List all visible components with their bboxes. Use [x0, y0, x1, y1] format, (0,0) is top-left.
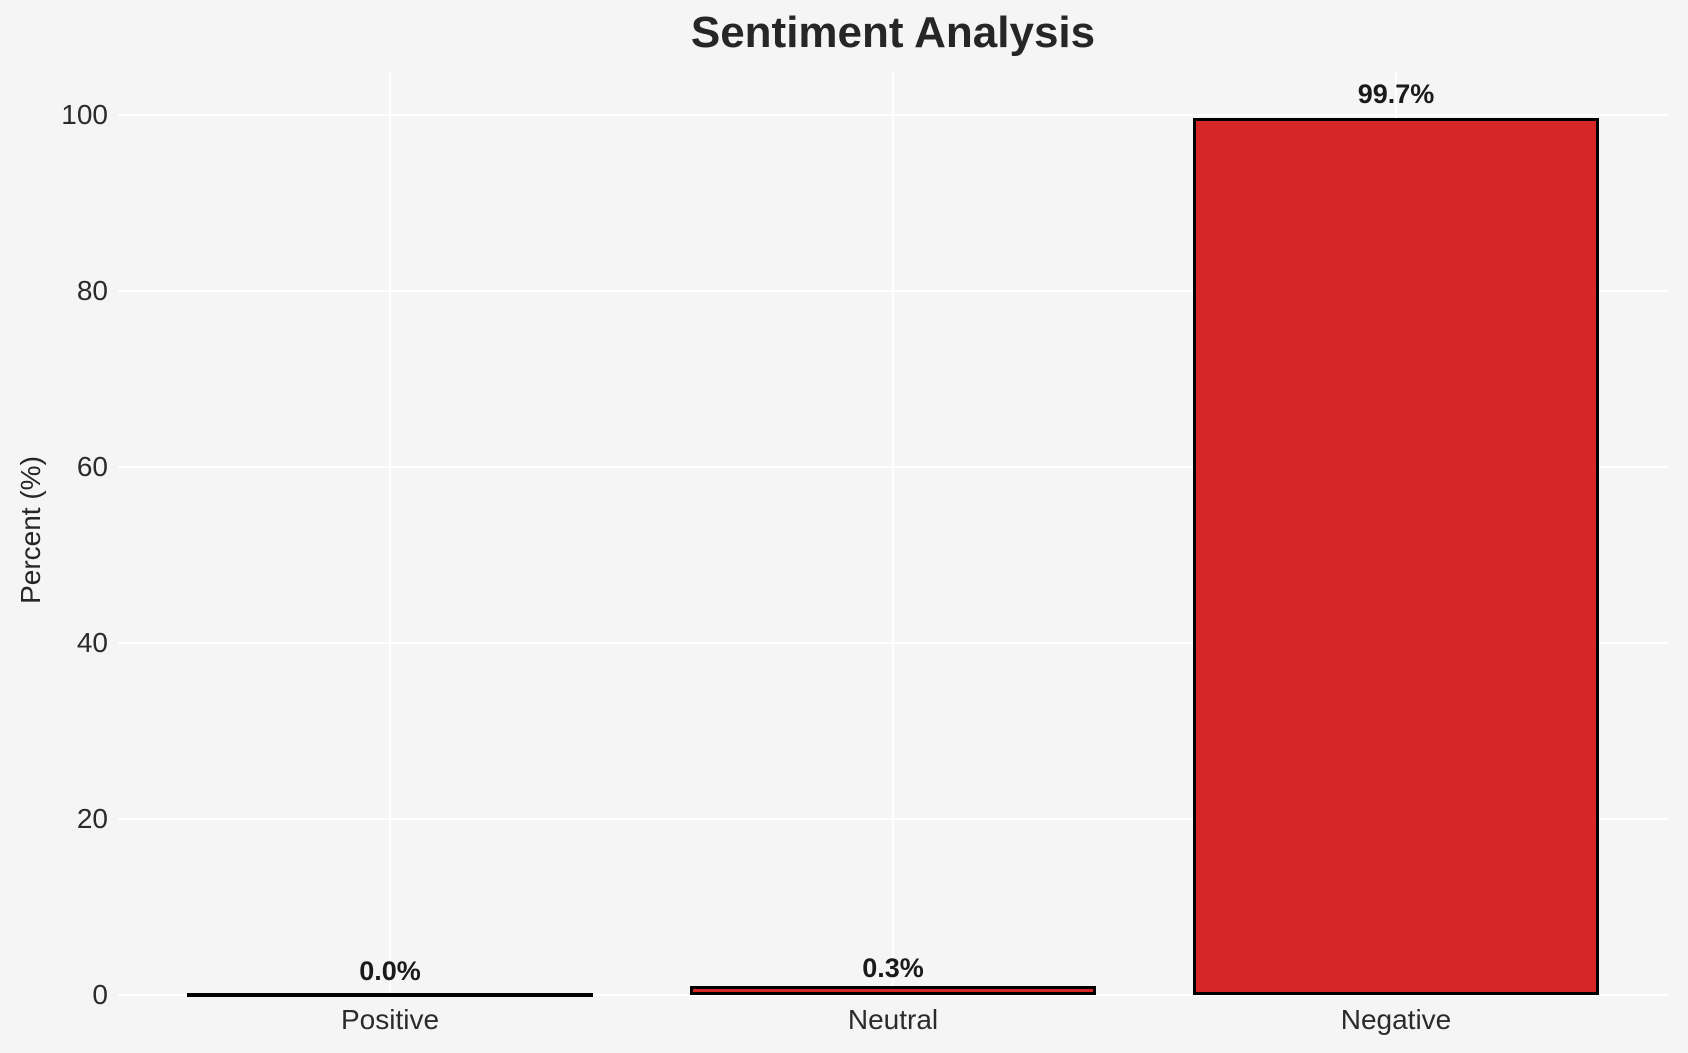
x-tick-label-positive: Positive: [340, 1004, 440, 1035]
x-tick-label-negative: Negative: [1340, 1004, 1452, 1035]
value-label-neutral: 0.3%: [862, 953, 924, 984]
value-label-negative: 99.7%: [1357, 78, 1435, 109]
value-label-positive: 0.0%: [359, 956, 421, 986]
y-tick-label-60: 60: [76, 451, 108, 482]
x-tick-label-neutral: Neutral: [847, 1004, 939, 1035]
bar-positive: [187, 993, 593, 997]
x-gridline-positive: [389, 72, 391, 995]
bar-neutral: [690, 986, 1096, 995]
y-tick-label-100: 100: [61, 99, 108, 130]
y-tick-label-80: 80: [76, 275, 108, 306]
y-tick-label-0: 0: [92, 979, 108, 1010]
y-gridline-0: [118, 994, 1668, 996]
chart-title: Sentiment Analysis: [690, 8, 1096, 57]
y-tick-label-20: 20: [76, 803, 108, 834]
y-tick-label-40: 40: [76, 627, 108, 658]
bar-negative: [1193, 118, 1599, 995]
x-gridline-neutral: [892, 72, 894, 995]
